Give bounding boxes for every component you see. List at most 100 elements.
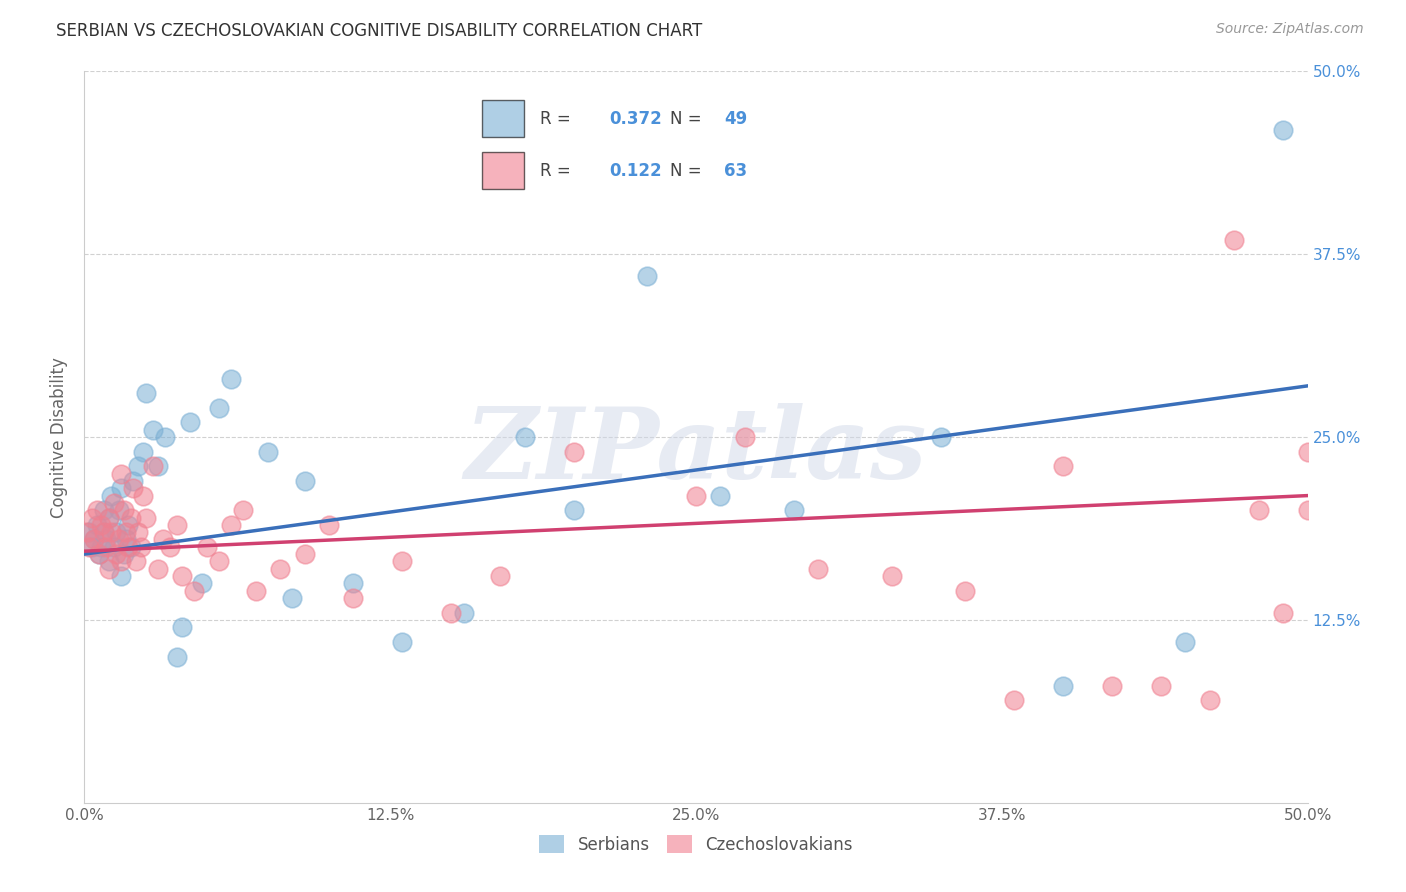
Point bbox=[1150, 679, 1173, 693]
Point bbox=[110, 467, 132, 481]
Point bbox=[153, 430, 176, 444]
Point bbox=[391, 635, 413, 649]
Point bbox=[1272, 606, 1295, 620]
Text: SERBIAN VS CZECHOSLOVAKIAN COGNITIVE DISABILITY CORRELATION CHART: SERBIAN VS CZECHOSLOVAKIAN COGNITIVE DIS… bbox=[56, 22, 703, 40]
Point bbox=[562, 444, 585, 458]
Point bbox=[112, 503, 135, 517]
Point bbox=[93, 525, 115, 540]
Point bbox=[120, 510, 142, 524]
Text: Source: ZipAtlas.com: Source: ZipAtlas.com bbox=[1216, 22, 1364, 37]
Point bbox=[179, 416, 201, 430]
Point bbox=[97, 562, 120, 576]
Point bbox=[142, 423, 165, 437]
Point bbox=[100, 525, 122, 540]
Point bbox=[110, 554, 132, 568]
Point bbox=[77, 525, 100, 540]
Point bbox=[1198, 693, 1220, 707]
Point bbox=[513, 430, 536, 444]
Y-axis label: Cognitive Disability: Cognitive Disability bbox=[51, 357, 69, 517]
Point bbox=[1052, 679, 1074, 693]
Text: ZIPatlas: ZIPatlas bbox=[465, 403, 927, 500]
Legend: Serbians, Czechoslovakians: Serbians, Czechoslovakians bbox=[533, 829, 859, 860]
Point bbox=[127, 459, 149, 474]
Point bbox=[159, 540, 181, 554]
Point bbox=[953, 583, 976, 598]
Point bbox=[183, 583, 205, 598]
Point bbox=[166, 517, 188, 532]
Point bbox=[83, 533, 105, 547]
Point bbox=[1272, 123, 1295, 137]
Point bbox=[120, 540, 142, 554]
Point bbox=[90, 540, 112, 554]
Point bbox=[97, 554, 120, 568]
Point bbox=[245, 583, 267, 598]
Point bbox=[103, 496, 125, 510]
Point bbox=[1247, 503, 1270, 517]
Point bbox=[208, 401, 231, 415]
Point bbox=[146, 562, 169, 576]
Point bbox=[1052, 459, 1074, 474]
Point bbox=[342, 576, 364, 591]
Point bbox=[117, 540, 139, 554]
Point bbox=[97, 510, 120, 524]
Point bbox=[107, 503, 129, 517]
Point bbox=[132, 489, 155, 503]
Point bbox=[87, 547, 110, 561]
Point bbox=[93, 503, 115, 517]
Point bbox=[166, 649, 188, 664]
Point bbox=[129, 540, 152, 554]
Point bbox=[929, 430, 952, 444]
Point bbox=[152, 533, 174, 547]
Point bbox=[453, 606, 475, 620]
Point bbox=[100, 489, 122, 503]
Point bbox=[219, 517, 242, 532]
Point bbox=[783, 503, 806, 517]
Point bbox=[122, 474, 145, 488]
Point bbox=[132, 444, 155, 458]
Point bbox=[86, 517, 108, 532]
Point bbox=[112, 547, 135, 561]
Point bbox=[135, 510, 157, 524]
Point bbox=[80, 510, 103, 524]
Point bbox=[1320, 489, 1343, 503]
Point bbox=[257, 444, 280, 458]
Point bbox=[86, 503, 108, 517]
Point bbox=[807, 562, 830, 576]
Point bbox=[97, 510, 120, 524]
Point bbox=[142, 459, 165, 474]
Point bbox=[76, 525, 98, 540]
Point bbox=[391, 554, 413, 568]
Point bbox=[1174, 635, 1197, 649]
Point bbox=[232, 503, 254, 517]
Point bbox=[734, 430, 756, 444]
Point bbox=[93, 525, 115, 540]
Point bbox=[281, 591, 304, 605]
Point bbox=[294, 547, 316, 561]
Point bbox=[96, 540, 118, 554]
Point bbox=[172, 620, 194, 634]
Point bbox=[294, 474, 316, 488]
Point bbox=[440, 606, 463, 620]
Point bbox=[208, 554, 231, 568]
Point bbox=[105, 547, 128, 561]
Point bbox=[636, 269, 658, 284]
Point bbox=[685, 489, 707, 503]
Point bbox=[115, 525, 138, 540]
Point bbox=[269, 562, 291, 576]
Point bbox=[127, 525, 149, 540]
Point bbox=[1223, 233, 1246, 247]
Point bbox=[110, 569, 132, 583]
Point bbox=[135, 386, 157, 401]
Point bbox=[191, 576, 214, 591]
Point bbox=[117, 517, 139, 532]
Point bbox=[90, 517, 112, 532]
Point bbox=[96, 533, 118, 547]
Point bbox=[489, 569, 512, 583]
Point bbox=[318, 517, 340, 532]
Point bbox=[1002, 693, 1025, 707]
Point bbox=[110, 481, 132, 495]
Point bbox=[1296, 444, 1319, 458]
Point bbox=[195, 540, 218, 554]
Point bbox=[709, 489, 731, 503]
Point bbox=[125, 554, 148, 568]
